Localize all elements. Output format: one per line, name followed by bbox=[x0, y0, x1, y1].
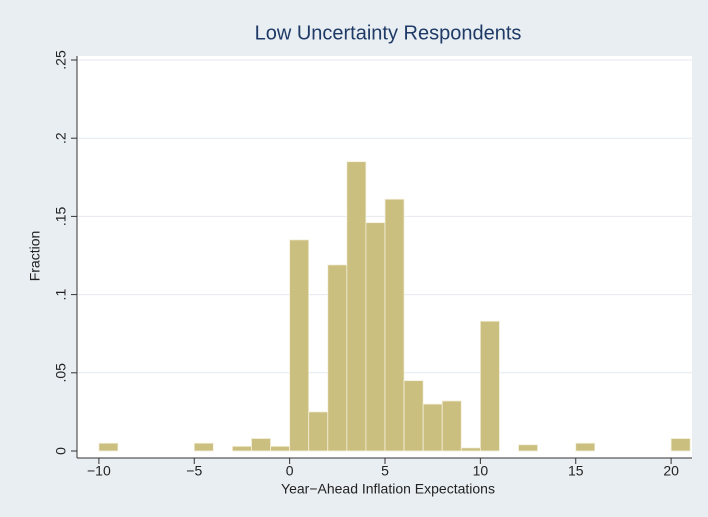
x-tick-label: −5 bbox=[186, 463, 202, 479]
y-tick-label: .1 bbox=[53, 289, 69, 301]
bar bbox=[518, 444, 538, 452]
bar bbox=[193, 442, 214, 452]
bar bbox=[251, 438, 271, 452]
bar bbox=[365, 222, 386, 452]
y-tick-label: .15 bbox=[53, 206, 69, 226]
chart-title: Low Uncertainty Respondents bbox=[255, 22, 522, 44]
x-tick-label: −10 bbox=[87, 463, 111, 479]
bar bbox=[346, 161, 367, 452]
bar bbox=[575, 442, 596, 452]
bar bbox=[270, 445, 291, 452]
bar bbox=[403, 380, 424, 452]
y-axis-label: Fraction bbox=[27, 231, 43, 282]
bar bbox=[327, 264, 348, 452]
x-tick-label: 5 bbox=[381, 463, 389, 479]
bar bbox=[98, 442, 119, 452]
bar bbox=[479, 320, 500, 452]
bar bbox=[422, 403, 443, 452]
bar bbox=[670, 438, 691, 452]
bar bbox=[460, 447, 481, 452]
x-tick-label: 15 bbox=[568, 463, 584, 479]
x-tick-label: 0 bbox=[286, 463, 294, 479]
bar bbox=[308, 411, 329, 452]
bar bbox=[384, 198, 405, 452]
bar bbox=[441, 400, 462, 452]
y-tick-label: .25 bbox=[53, 50, 69, 70]
x-axis-label: Year−Ahead Inflation Expectations bbox=[281, 481, 495, 497]
y-tick-label: 0 bbox=[53, 447, 69, 455]
x-tick-label: 10 bbox=[473, 463, 489, 479]
y-tick-label: .2 bbox=[53, 132, 69, 144]
y-tick-label: .05 bbox=[53, 363, 69, 383]
bar bbox=[232, 445, 252, 452]
bar bbox=[289, 239, 310, 452]
x-tick-label: 20 bbox=[663, 463, 679, 479]
